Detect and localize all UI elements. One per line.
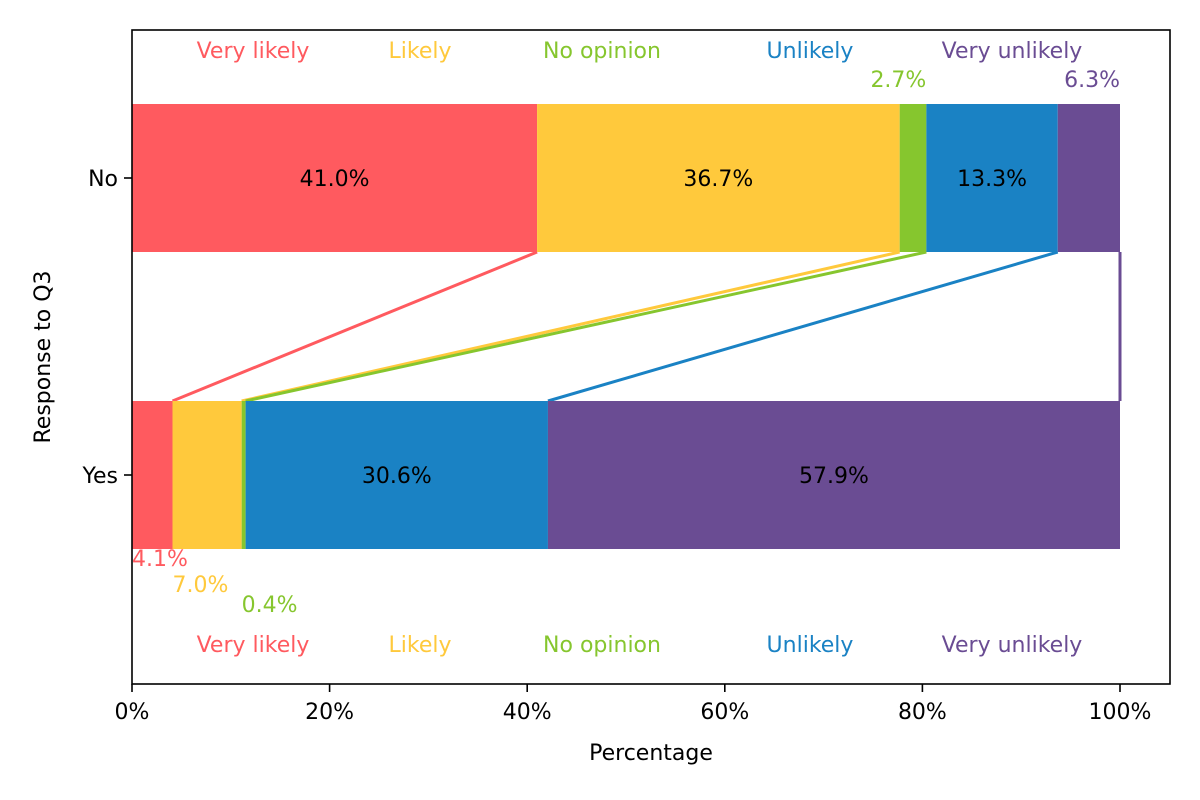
- x-tick-label: 80%: [898, 700, 947, 725]
- connector-no-opinion: [245, 250, 927, 403]
- legend-bottom-entry-very-unlikely: Very unlikely: [942, 633, 1083, 658]
- bar-no-very-likely: [132, 104, 538, 252]
- x-axis-label: Percentage: [589, 741, 713, 766]
- bar-no-unlikely: [926, 104, 1058, 252]
- connector-unlikely: [547, 250, 1059, 403]
- y-tick-label-yes: Yes: [81, 464, 118, 489]
- legend-top-entry-very-likely: Very likely: [197, 39, 310, 64]
- y-tick-label-no: No: [88, 167, 118, 192]
- bar-yes-very-unlikely: [547, 401, 1120, 549]
- bar-no-no-opinion: [899, 104, 927, 252]
- legend-bottom-entry-no-opinion: No opinion: [543, 633, 661, 658]
- x-tick-label: 60%: [700, 700, 749, 725]
- legend-top-entry-very-unlikely: Very unlikely: [942, 39, 1083, 64]
- x-tick-label: 100%: [1089, 700, 1152, 725]
- legend-top-entry-no-opinion: No opinion: [543, 39, 661, 64]
- x-tick-label: 40%: [503, 700, 552, 725]
- y-axis-ticks: No Yes: [81, 167, 132, 489]
- plot-frame: [131, 29, 1171, 685]
- legend-bottom-entry-unlikely: Unlikely: [767, 633, 854, 658]
- bar-yes-unlikely: [245, 401, 548, 549]
- data-label-no-likely: 36.7%: [683, 167, 753, 192]
- bar-segments: [132, 104, 1120, 549]
- data-label-no-unlikely: 13.3%: [957, 167, 1027, 192]
- connector-very-likely: [171, 250, 538, 403]
- segment-labels: 41.0% 4.1% 36.7% 7.0% 2.7% 0.4% 13.3% 30.6% 6.3%…: [132, 68, 1120, 618]
- bar-no-very-unlikely: [1057, 104, 1120, 252]
- data-label-yes-likely: 7.0%: [173, 573, 229, 598]
- bar-yes-very-likely: [132, 401, 173, 549]
- data-label-yes-very-unlikely: 57.9%: [799, 464, 869, 489]
- x-tick-label: 20%: [305, 700, 354, 725]
- data-label-no-very-unlikely: 6.3%: [1064, 68, 1120, 93]
- data-label-yes-very-likely: 4.1%: [132, 547, 188, 572]
- x-tick-label: 0%: [115, 700, 150, 725]
- bar-no-likely: [537, 104, 900, 252]
- y-axis-label: Response to Q3: [31, 270, 56, 443]
- connector-lines: [171, 250, 1122, 403]
- legend-top-entry-unlikely: Unlikely: [767, 39, 854, 64]
- legend-bottom-entry-likely: Likely: [389, 633, 452, 658]
- bar-yes-no-opinion: [241, 401, 246, 549]
- data-label-yes-unlikely: 30.6%: [362, 464, 432, 489]
- data-label-no-no-opinion: 2.7%: [870, 68, 926, 93]
- legend-bottom-entry-very-likely: Very likely: [197, 633, 310, 658]
- connector-likely: [241, 250, 901, 403]
- data-label-yes-no-opinion: 0.4%: [242, 593, 298, 618]
- legend-bottom: Very likely Likely No opinion Unlikely Very …: [197, 633, 1083, 658]
- x-axis-ticks: 0% 20% 40% 60% 80% 100%: [115, 684, 1152, 725]
- legend-top: Very likely Likely No opinion Unlikely Very …: [197, 39, 1083, 64]
- legend-top-entry-likely: Likely: [389, 39, 452, 64]
- data-label-no-very-likely: 41.0%: [300, 167, 370, 192]
- bar-yes-likely: [172, 401, 242, 549]
